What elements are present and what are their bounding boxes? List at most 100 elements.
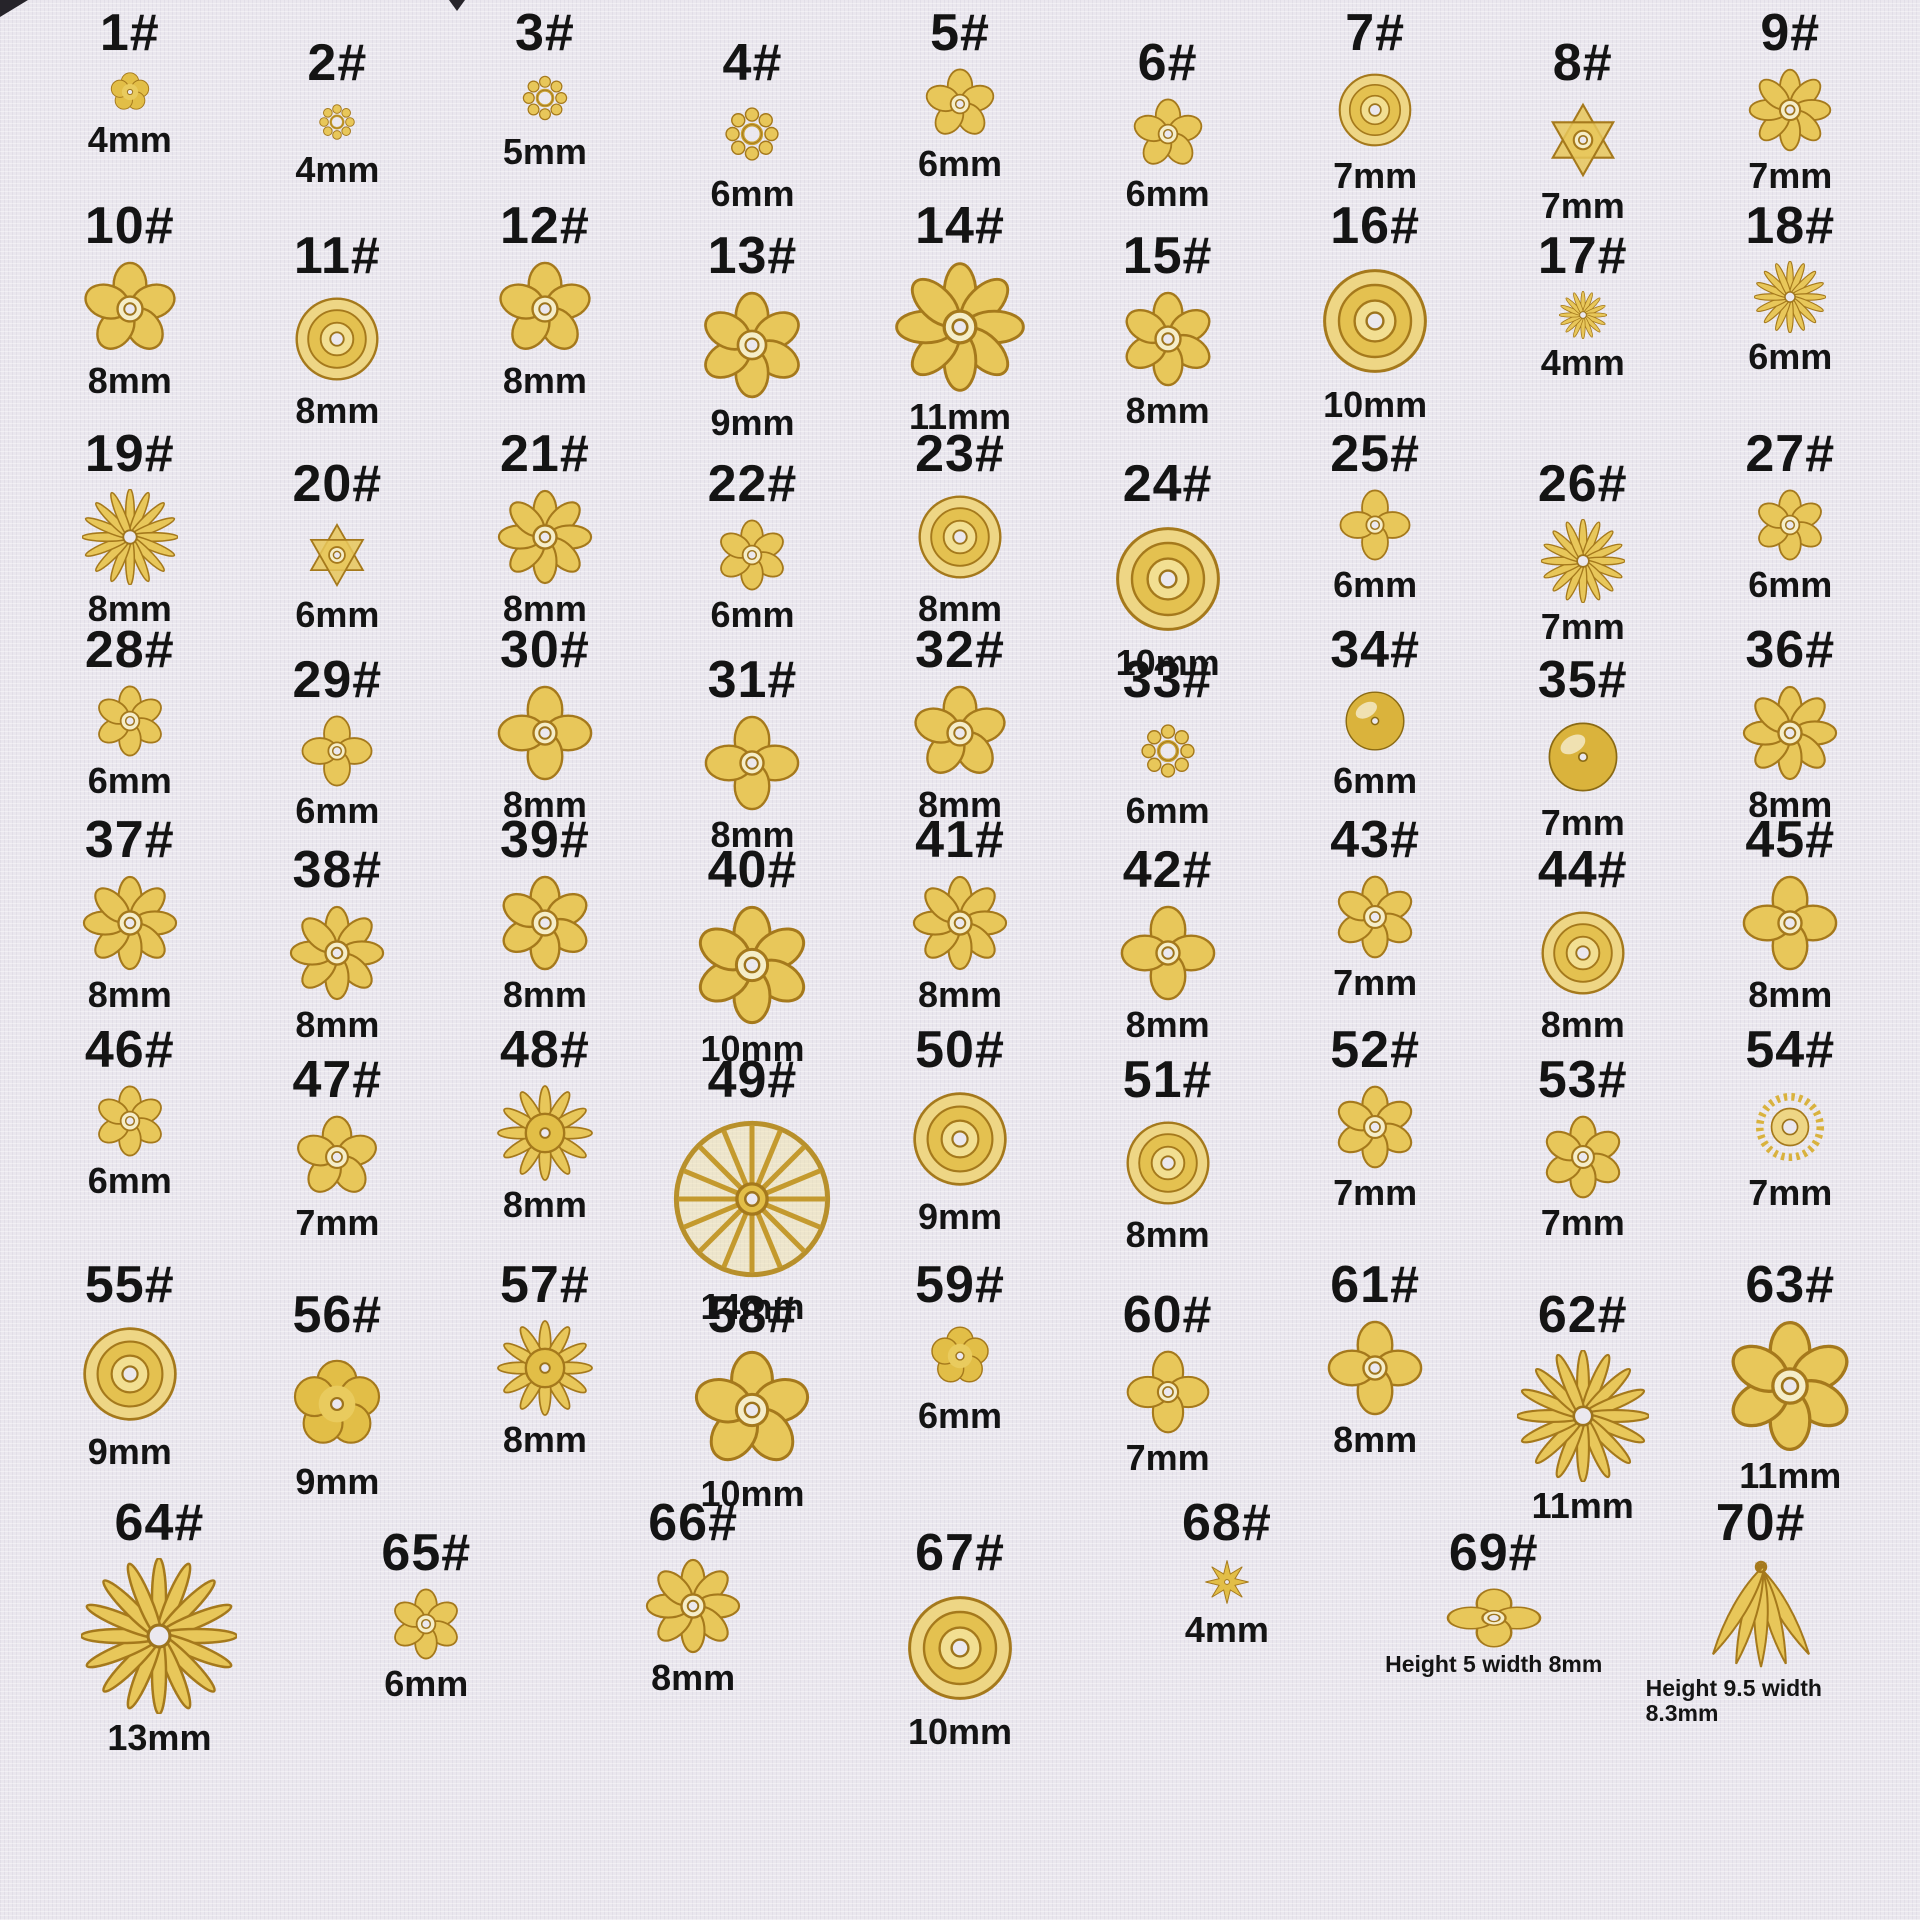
item-61-size-label: 8mm [1333, 1418, 1418, 1460]
item-21-number-label: 21# [500, 425, 590, 483]
item-6-size-label: 6mm [1125, 172, 1210, 214]
item-44-number-label: 44# [1537, 841, 1628, 899]
item-43-number-label: 43# [1330, 811, 1421, 869]
bead-cap-icon [912, 875, 1008, 971]
catalog-row: 10# 8mm 11# 8mm 12# 8mm 13# 9mm 14# 11mm 15# 8mm 16#… [26, 197, 1894, 442]
bead-cap-icon [497, 685, 593, 781]
item-70-number-label: 70# [1715, 1494, 1806, 1552]
item-46-size-label: 6mm [87, 1159, 172, 1201]
item-8-size-label: 7mm [1540, 184, 1625, 226]
item-13-size-label: 9mm [710, 401, 795, 443]
item-69-size-label: Height 5 width 8mm [1385, 1650, 1603, 1677]
item-17: 17# 4mm [1479, 199, 1687, 382]
item-63-size-label: 11mm [1739, 1454, 1842, 1496]
item-35: 35# 7mm [1479, 623, 1687, 842]
item-12-size-label: 8mm [502, 359, 587, 401]
item-15-number-label: 15# [1122, 227, 1213, 285]
item-19-number-label: 19# [84, 425, 175, 483]
item-5-number-label: 5# [930, 4, 990, 62]
item-6: 6# 6mm [1064, 6, 1272, 213]
item-27-number-label: 27# [1745, 425, 1836, 483]
item-3-number-label: 3# [514, 4, 575, 62]
bead-cap-icon [1748, 68, 1832, 152]
item-44-size-label: 8mm [1540, 1003, 1625, 1045]
item-66: 66# 8mm [560, 1496, 827, 1697]
item-43: 43# 7mm [1271, 813, 1479, 1002]
item-68-size-label: 4mm [1184, 1608, 1269, 1650]
bead-cap-icon [106, 68, 154, 116]
item-62-size-label: 11mm [1531, 1484, 1634, 1526]
item-21-size-label: 8mm [502, 587, 587, 629]
item-56-number-label: 56# [292, 1286, 383, 1344]
item-2: 2# 4mm [234, 6, 442, 189]
item-48: 48# 8mm [441, 1023, 649, 1224]
item-41: 41# 8mm [856, 813, 1064, 1014]
bead-cap-icon [900, 1588, 1020, 1708]
item-61: 61# 8mm [1271, 1258, 1479, 1459]
item-39-number-label: 39# [500, 811, 590, 869]
bead-cap-icon [94, 1085, 166, 1157]
item-62-number-label: 62# [1537, 1286, 1628, 1344]
item-42-number-label: 42# [1122, 841, 1213, 899]
item-65-number-label: 65# [381, 1524, 472, 1582]
item-67-number-label: 67# [915, 1524, 1005, 1582]
bead-cap-icon [1754, 261, 1826, 333]
item-24-size-label: 10mm [1115, 641, 1220, 683]
bead-cap-icon [1541, 98, 1625, 182]
item-49-number-label: 49# [707, 1051, 798, 1109]
item-52-number-label: 52# [1330, 1021, 1421, 1079]
item-7-number-label: 7# [1345, 4, 1406, 62]
bead-cap-icon [1517, 1350, 1649, 1482]
item-20-size-label: 6mm [295, 593, 380, 635]
item-55: 55# 9mm [26, 1258, 234, 1471]
item-27: 27# 6mm [1687, 427, 1895, 604]
bead-cap-icon [82, 261, 178, 357]
bead-cap-icon [1132, 98, 1204, 170]
item-54: 54# 7mm [1687, 1023, 1895, 1212]
item-29: 29# 6mm [234, 623, 442, 830]
item-11-size-label: 8mm [295, 389, 380, 431]
item-50-number-label: 50# [915, 1021, 1005, 1079]
item-52-size-label: 7mm [1333, 1171, 1418, 1213]
item-3-size-label: 5mm [502, 130, 587, 172]
item-64-size-label: 13mm [107, 1716, 212, 1758]
item-69: 69# Height 5 width 8mm [1360, 1496, 1627, 1677]
bead-cap-icon [1126, 1350, 1210, 1434]
item-36: 36# 8mm [1687, 623, 1895, 824]
item-54-size-label: 7mm [1748, 1171, 1833, 1213]
item-22-size-label: 6mm [710, 593, 795, 635]
item-47-number-label: 47# [292, 1051, 383, 1109]
item-63-number-label: 63# [1745, 1256, 1836, 1314]
item-9-number-label: 9# [1760, 4, 1821, 62]
item-1: 1# 4mm [26, 6, 234, 159]
catalog-row: 55# 9mm 56# 9mm 57# 8mm 58# 10mm 59# 6mm 60# 7mm 61#… [26, 1256, 1894, 1525]
bead-cap-icon [82, 489, 178, 585]
bead-cap-icon [1120, 905, 1216, 1001]
bead-cap-icon [1315, 261, 1435, 381]
bead-cap-icon [912, 685, 1008, 781]
item-44: 44# 8mm [1479, 813, 1687, 1044]
bead-cap-icon [906, 1085, 1014, 1193]
item-52: 52# 7mm [1271, 1023, 1479, 1212]
item-31: 31# 8mm [649, 623, 857, 854]
bead-cap-icon [283, 1350, 391, 1458]
catalog-row: 19# 8mm 20# 6mm 21# 8mm 22# 6mm 23# 8mm 24# 10mm 25#… [26, 425, 1895, 682]
item-12-number-label: 12# [500, 197, 590, 255]
item-20-number-label: 20# [292, 455, 383, 513]
item-28: 28# 6mm [26, 623, 234, 800]
item-24: 24# 10mm [1064, 427, 1272, 682]
item-22-number-label: 22# [707, 455, 798, 513]
bead-cap-icon [1333, 875, 1417, 959]
item-46: 46# 6mm [26, 1023, 234, 1200]
bead-cap-icon [81, 1558, 237, 1714]
item-34: 34# 6mm [1271, 623, 1479, 800]
item-41-number-label: 41# [915, 811, 1005, 869]
item-58-size-label: 10mm [700, 1472, 805, 1514]
bead-cap-icon [1327, 1320, 1423, 1416]
bead-cap-icon [716, 519, 788, 591]
item-56: 56# 9mm [234, 1258, 442, 1501]
bead-cap-icon [301, 519, 373, 591]
bead-cap-icon [1541, 519, 1625, 603]
bead-cap-icon [1559, 291, 1607, 339]
item-59-number-label: 59# [915, 1256, 1005, 1314]
